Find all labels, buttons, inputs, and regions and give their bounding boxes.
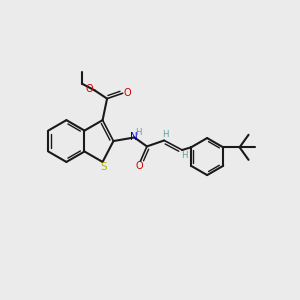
Text: H: H — [162, 130, 169, 139]
Text: O: O — [86, 84, 94, 94]
Text: N: N — [130, 133, 138, 142]
Text: H: H — [135, 128, 142, 137]
Text: H: H — [181, 152, 187, 160]
Text: O: O — [124, 88, 131, 98]
Text: O: O — [136, 161, 144, 171]
Text: S: S — [100, 162, 106, 172]
